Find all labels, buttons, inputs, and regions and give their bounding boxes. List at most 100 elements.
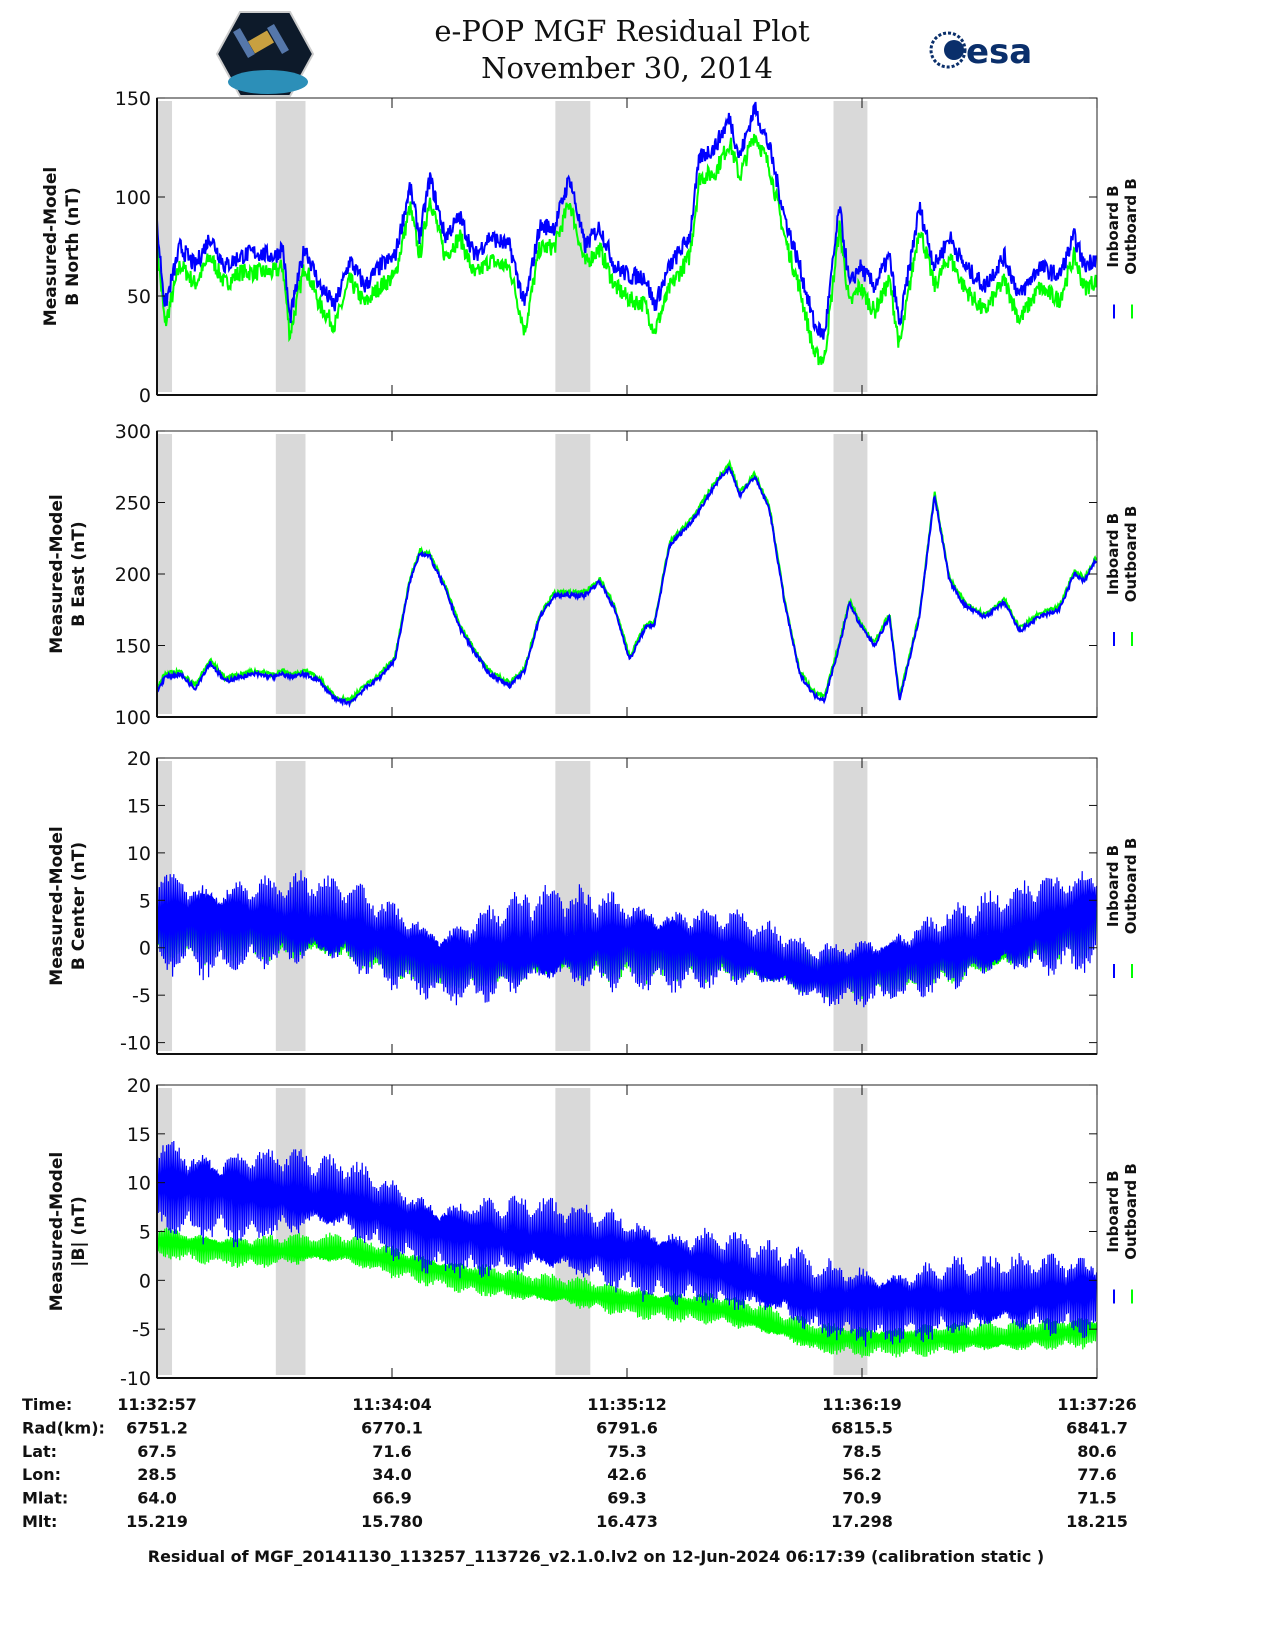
table-cell: 18.215 [1066, 1512, 1128, 1531]
table-cell: 78.5 [842, 1442, 881, 1461]
shaded-interval [275, 1088, 306, 1375]
legend-label: Outboard B [1122, 506, 1140, 603]
y-tick-label: 5 [139, 1222, 151, 1244]
y-axis-label: B North (nT) [63, 187, 83, 306]
table-cell: 66.9 [372, 1489, 411, 1508]
legend-label: Inboard B [1104, 185, 1122, 267]
table-cell: 69.3 [607, 1489, 646, 1508]
table-row-label: Lat: [22, 1442, 57, 1461]
plot-title: e-POP MGF Residual Plot [434, 14, 810, 48]
table-row-label: Rad(km): [22, 1418, 105, 1437]
table-cell: 56.2 [842, 1465, 881, 1484]
legend-label: Outboard B [1122, 178, 1140, 275]
y-tick-label: 250 [115, 493, 151, 515]
table-cell: 11:32:57 [117, 1395, 197, 1414]
table-cell: 28.5 [137, 1465, 176, 1484]
table-cell: 11:36:19 [822, 1395, 902, 1414]
y-tick-label: 50 [127, 286, 151, 308]
y-axis-label: Measured-Model [47, 1152, 67, 1311]
inboard-series-line [157, 101, 1097, 340]
esa-logo-text: esa [966, 32, 1032, 72]
table-cell: 15.219 [126, 1512, 188, 1531]
y-axis-label: B East (nT) [69, 521, 89, 626]
y-tick-label: 20 [127, 748, 151, 770]
legend-label: Outboard B [1122, 838, 1140, 935]
panel-2: 100 150 200 250 300 Measured-Model B East (nT)… [47, 421, 1140, 729]
y-tick-label: -5 [132, 985, 151, 1007]
table-cell: 6770.1 [361, 1418, 423, 1437]
outboard-series-line [157, 133, 1097, 366]
y-tick-label: 0 [139, 1270, 151, 1292]
table-cell: 77.6 [1077, 1465, 1116, 1484]
y-tick-label: 100 [115, 707, 151, 729]
y-tick-label: 100 [115, 187, 151, 209]
inboard-series-line [157, 870, 1097, 1008]
y-axis-label: Measured-Model [41, 167, 61, 326]
y-tick-label: 300 [115, 421, 151, 443]
shaded-interval [833, 101, 868, 392]
panel-1: 0 50 100 150 Measured-Model B North (nT) Inboa… [41, 88, 1140, 407]
table-cell: 80.6 [1077, 1442, 1116, 1461]
table-cell: 70.9 [842, 1489, 881, 1508]
y-axis-label: B Center (nT) [69, 842, 89, 970]
shaded-interval [275, 434, 306, 714]
y-tick-label: 0 [139, 938, 151, 960]
orbit-info-table: Time: 11:32:57 11:34:04 11:35:12 11:36:19 11:… [22, 1395, 1137, 1531]
table-cell: 71.5 [1077, 1489, 1116, 1508]
table-row-label: Time: [22, 1395, 72, 1414]
y-tick-label: -5 [132, 1319, 151, 1341]
y-tick-label: 15 [127, 795, 151, 817]
panel-3: -10 -5 0 5 10 15 20 Measured-Model B Center (nT)… [47, 748, 1140, 1055]
table-cell: 15.780 [361, 1512, 423, 1531]
esa-logo: esa [929, 31, 1032, 72]
table-cell: 17.298 [831, 1512, 893, 1531]
y-tick-label: 20 [127, 1075, 151, 1097]
footer-note: Residual of MGF_20141130_113257_113726_v… [148, 1547, 1044, 1566]
inboard-series-line [157, 465, 1097, 709]
y-tick-label: 10 [127, 1173, 151, 1195]
table-cell: 6751.2 [126, 1418, 188, 1437]
table-cell: 75.3 [607, 1442, 646, 1461]
table-cell: 6841.7 [1066, 1418, 1128, 1437]
table-cell: 6791.6 [596, 1418, 658, 1437]
legend-label: Inboard B [1104, 845, 1122, 927]
table-cell: 11:35:12 [587, 1395, 667, 1414]
plot-date: November 30, 2014 [481, 51, 773, 85]
shaded-interval [833, 434, 868, 714]
cassiope-logo [215, 11, 315, 97]
y-tick-label: 15 [127, 1124, 151, 1146]
table-cell: 6815.5 [831, 1418, 893, 1437]
panel-4: -10 -5 0 5 10 15 20 Measured-Model |B| (nT) Inboa… [47, 1075, 1140, 1390]
table-cell: 71.6 [372, 1442, 411, 1461]
table-cell: 64.0 [137, 1489, 176, 1508]
y-tick-label: 150 [115, 636, 151, 658]
table-row-label: Mlat: [22, 1489, 68, 1508]
y-tick-label: -10 [120, 1368, 151, 1390]
table-cell: 42.6 [607, 1465, 646, 1484]
y-tick-label: 200 [115, 564, 151, 586]
table-row-label: Lon: [22, 1465, 61, 1484]
y-tick-label: 10 [127, 843, 151, 865]
outboard-series-line [157, 1227, 1097, 1358]
legend-label: Outboard B [1122, 1163, 1140, 1260]
table-cell: 67.5 [137, 1442, 176, 1461]
shaded-interval [833, 761, 868, 1051]
y-axis-label: Measured-Model [47, 826, 67, 985]
table-cell: 11:34:04 [352, 1395, 432, 1414]
y-tick-label: 150 [115, 88, 151, 110]
y-axis-label: |B| (nT) [69, 1196, 89, 1267]
legend-label: Inboard B [1104, 513, 1122, 595]
table-cell: 34.0 [372, 1465, 411, 1484]
y-tick-label: -10 [120, 1033, 151, 1055]
shaded-interval [157, 101, 173, 392]
legend-label: Inboard B [1104, 1170, 1122, 1252]
y-axis-label: Measured-Model [47, 494, 67, 653]
table-cell: 16.473 [596, 1512, 658, 1531]
table-row-label: Mlt: [22, 1512, 57, 1531]
y-tick-label: 5 [139, 890, 151, 912]
table-cell: 11:37:26 [1057, 1395, 1137, 1414]
inboard-series-line [157, 1140, 1097, 1347]
shaded-interval [555, 434, 591, 714]
y-tick-label: 0 [139, 385, 151, 407]
